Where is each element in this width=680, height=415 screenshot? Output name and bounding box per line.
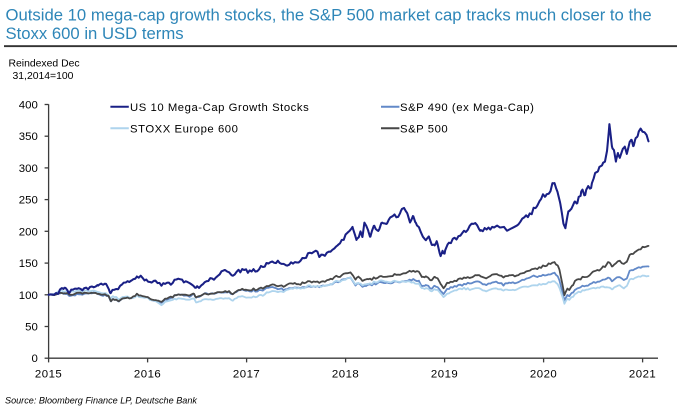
svg-text:2019: 2019: [431, 368, 458, 380]
svg-text:400: 400: [19, 100, 38, 112]
svg-text:2015: 2015: [35, 368, 62, 380]
svg-text:S&P 500: S&P 500: [400, 124, 448, 136]
svg-text:2021: 2021: [629, 368, 656, 380]
svg-text:US 10 Mega-Cap Growth Stocks: US 10 Mega-Cap Growth Stocks: [130, 102, 309, 114]
svg-text:100: 100: [19, 290, 38, 302]
svg-text:Source: Bloomberg Finance LP,: Source: Bloomberg Finance LP, Deutsche B…: [5, 395, 197, 405]
svg-text:200: 200: [19, 226, 38, 238]
svg-text:2016: 2016: [134, 368, 161, 380]
svg-text:S&P 490 (ex Mega-Cap): S&P 490 (ex Mega-Cap): [400, 102, 534, 114]
svg-text:250: 250: [19, 195, 38, 207]
svg-text:300: 300: [19, 163, 38, 175]
svg-text:2018: 2018: [332, 368, 359, 380]
svg-text:Outside 10 mega-cap growth sto: Outside 10 mega-cap growth stocks, the S…: [6, 6, 652, 25]
svg-text:150: 150: [19, 258, 38, 270]
svg-text:0: 0: [31, 353, 37, 365]
svg-text:2017: 2017: [233, 368, 260, 380]
svg-text:STOXX Europe 600: STOXX Europe 600: [130, 124, 238, 136]
svg-text:Stoxx 600 in USD terms: Stoxx 600 in USD terms: [6, 24, 184, 43]
svg-text:31,2014=100: 31,2014=100: [13, 71, 74, 82]
svg-text:350: 350: [19, 131, 38, 143]
svg-text:2020: 2020: [530, 368, 557, 380]
svg-text:50: 50: [25, 322, 38, 334]
svg-text:Reindexed Dec: Reindexed Dec: [9, 59, 80, 70]
